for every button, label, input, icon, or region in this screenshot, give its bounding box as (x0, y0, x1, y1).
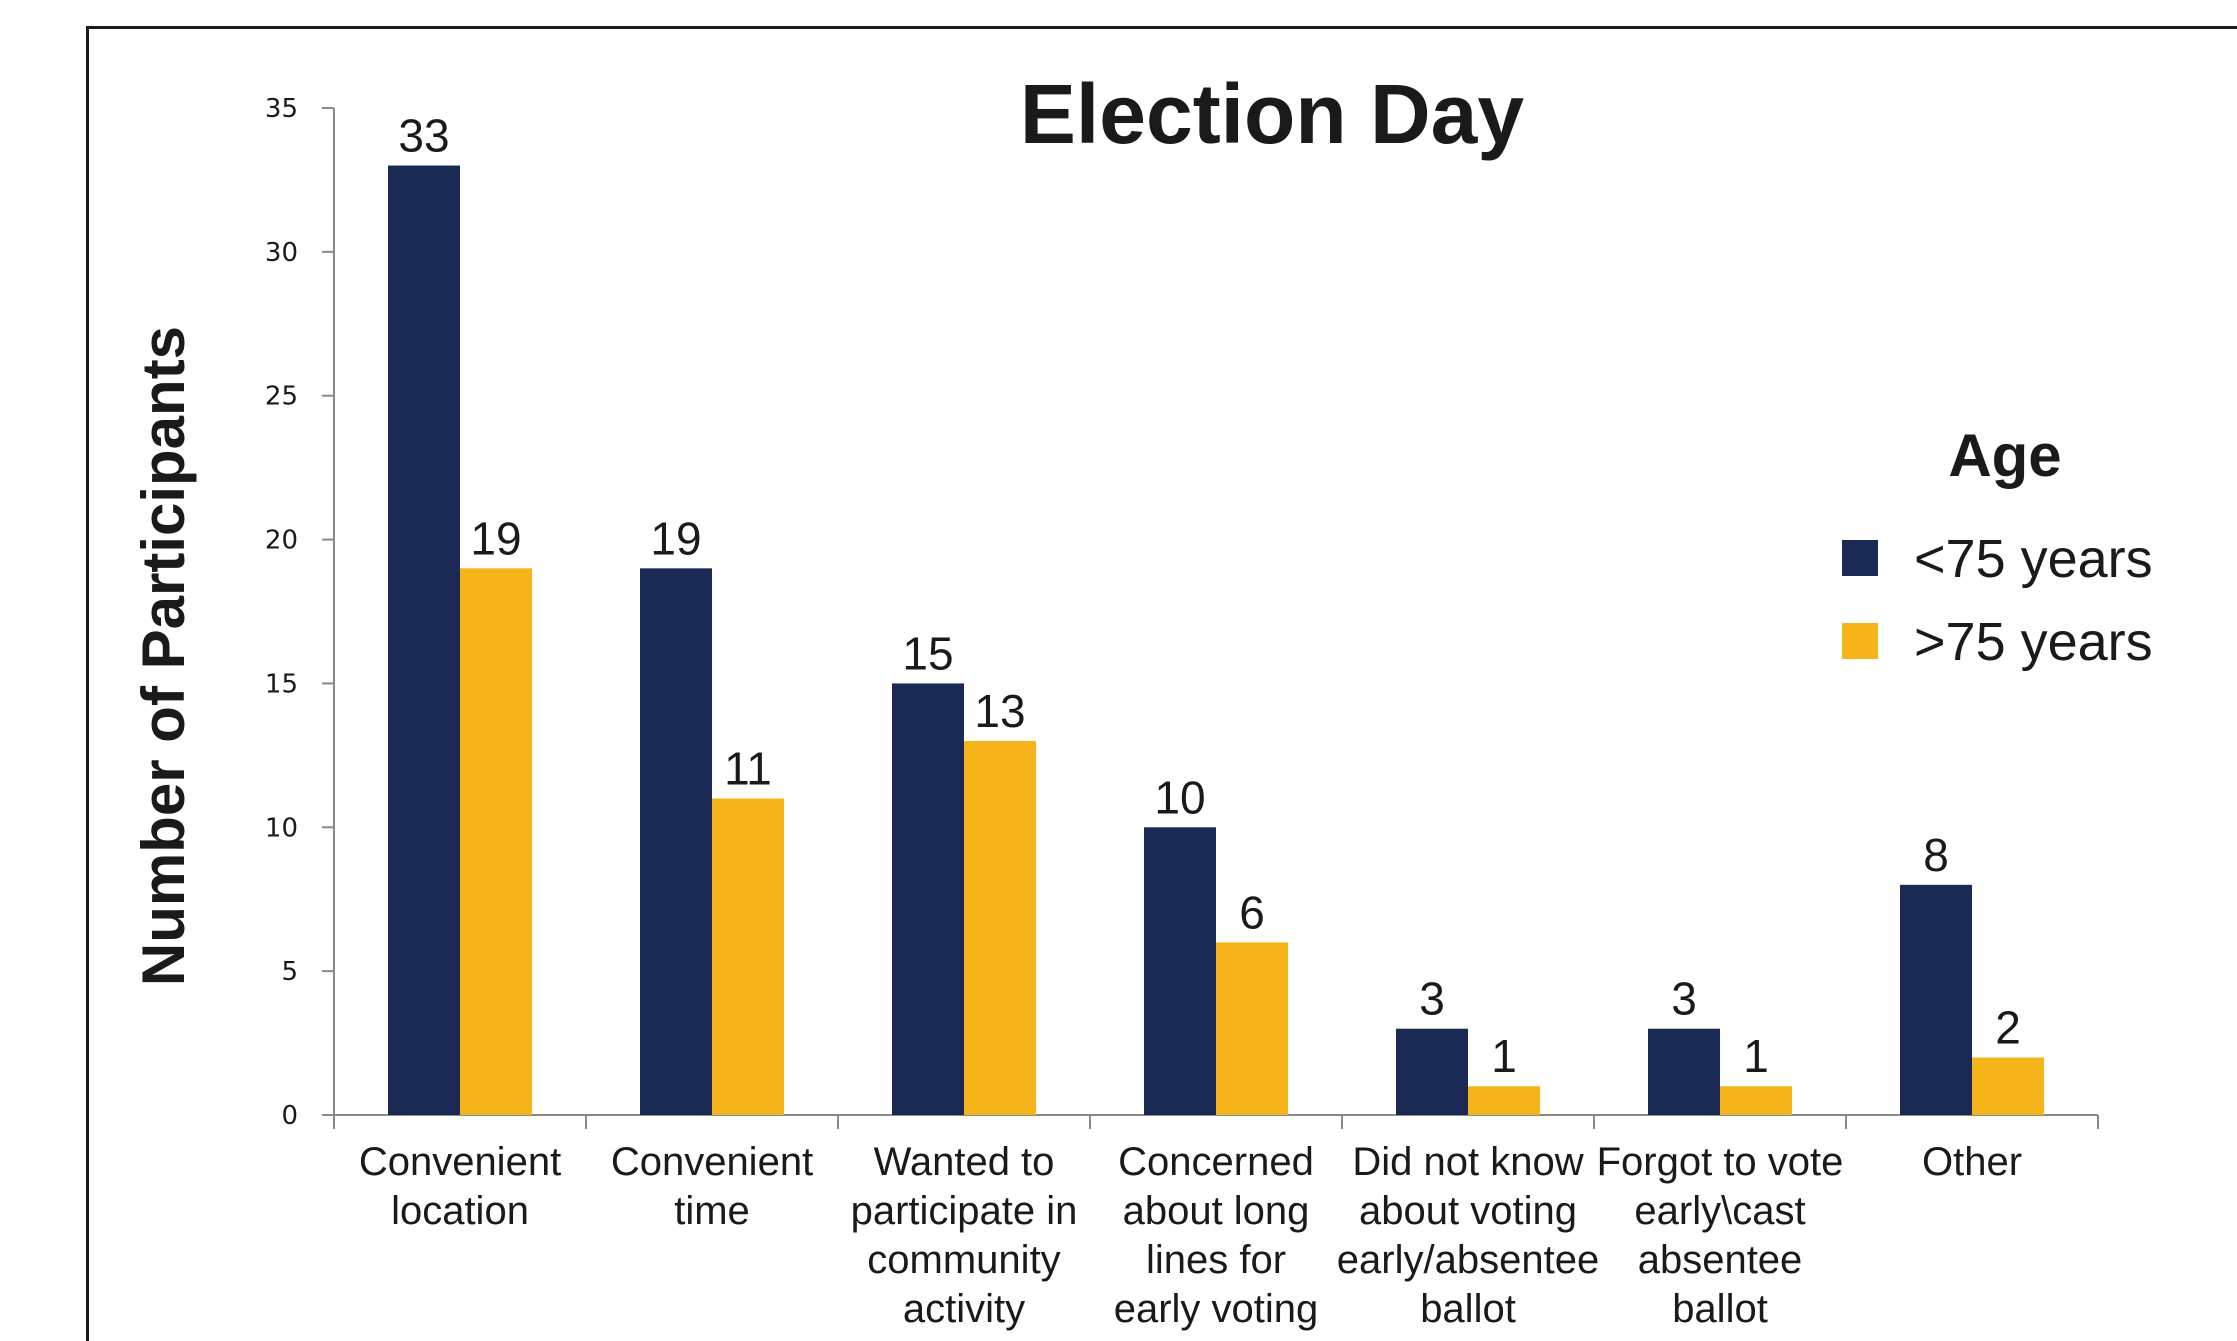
bar-under-75 (388, 165, 460, 1116)
y-tick-label: 15 (265, 669, 298, 699)
data-label: 19 (650, 512, 701, 564)
bar-over-75 (1972, 1057, 2044, 1115)
chart-title: Election Day (1020, 67, 1524, 161)
x-tick-label: Wanted to participate in community activity (851, 1140, 1078, 1331)
bar-over-75 (964, 740, 1036, 1115)
y-axis-label: Number of Participants (130, 326, 197, 986)
bar-over-75 (460, 568, 532, 1115)
y-tick-label: 25 (265, 382, 298, 412)
y-axis: 0 5 10 15 20 25 30 35 (265, 94, 335, 1131)
data-label: 19 (470, 512, 521, 564)
legend-swatch (1842, 540, 1878, 576)
x-tick-label: Convenient location (359, 1140, 561, 1233)
bar-over-75 (1468, 1086, 1540, 1115)
data-label: 6 (1239, 886, 1265, 938)
y-tick-label: 30 (265, 238, 298, 268)
data-label: 1 (1491, 1030, 1517, 1082)
bar-under-75 (1144, 827, 1216, 1115)
legend-swatch (1842, 623, 1878, 659)
bar-under-75 (1396, 1028, 1468, 1115)
y-tick-label: 5 (281, 957, 298, 987)
data-label: 13 (974, 685, 1025, 737)
bar-under-75 (1648, 1028, 1720, 1115)
y-tick-label: 10 (265, 813, 298, 843)
x-tick-label: Concerned about long lines for early voting (1114, 1140, 1319, 1331)
x-axis: Convenient location Convenient time Wanted t… (333, 1114, 2099, 1331)
y-tick-label: 35 (265, 94, 298, 124)
x-tick-label: Did not know about voting early/absentee ba… (1337, 1140, 1599, 1331)
bar-under-75 (892, 683, 964, 1115)
bar-under-75 (1900, 884, 1972, 1115)
y-tick-label: 20 (265, 526, 298, 556)
data-label: 33 (398, 110, 449, 162)
legend-label: >75 years (1914, 612, 2153, 672)
bar-over-75 (1216, 942, 1288, 1115)
data-label: 10 (1154, 771, 1205, 823)
x-tick-label: Other (1922, 1140, 2022, 1184)
bar-under-75 (640, 568, 712, 1115)
data-label: 3 (1419, 973, 1445, 1025)
x-tick-label: Forgot to vote early\cast absentee ballot (1597, 1140, 1844, 1331)
x-tick-label: Convenient time (611, 1140, 813, 1233)
data-label: 2 (1995, 1001, 2021, 1053)
legend-title: Age (1948, 422, 2061, 489)
y-tick-label: 0 (281, 1101, 298, 1131)
legend: Age <75 years >75 years (1842, 422, 2153, 672)
legend-label: <75 years (1914, 529, 2153, 589)
data-label: 8 (1923, 829, 1949, 881)
bar-over-75 (712, 798, 784, 1115)
data-label: 3 (1671, 973, 1697, 1025)
chart-frame (86, 26, 2237, 1341)
data-label: 11 (724, 743, 772, 795)
bar-over-75 (1720, 1086, 1792, 1115)
data-label: 1 (1743, 1030, 1769, 1082)
data-label: 15 (902, 627, 953, 679)
